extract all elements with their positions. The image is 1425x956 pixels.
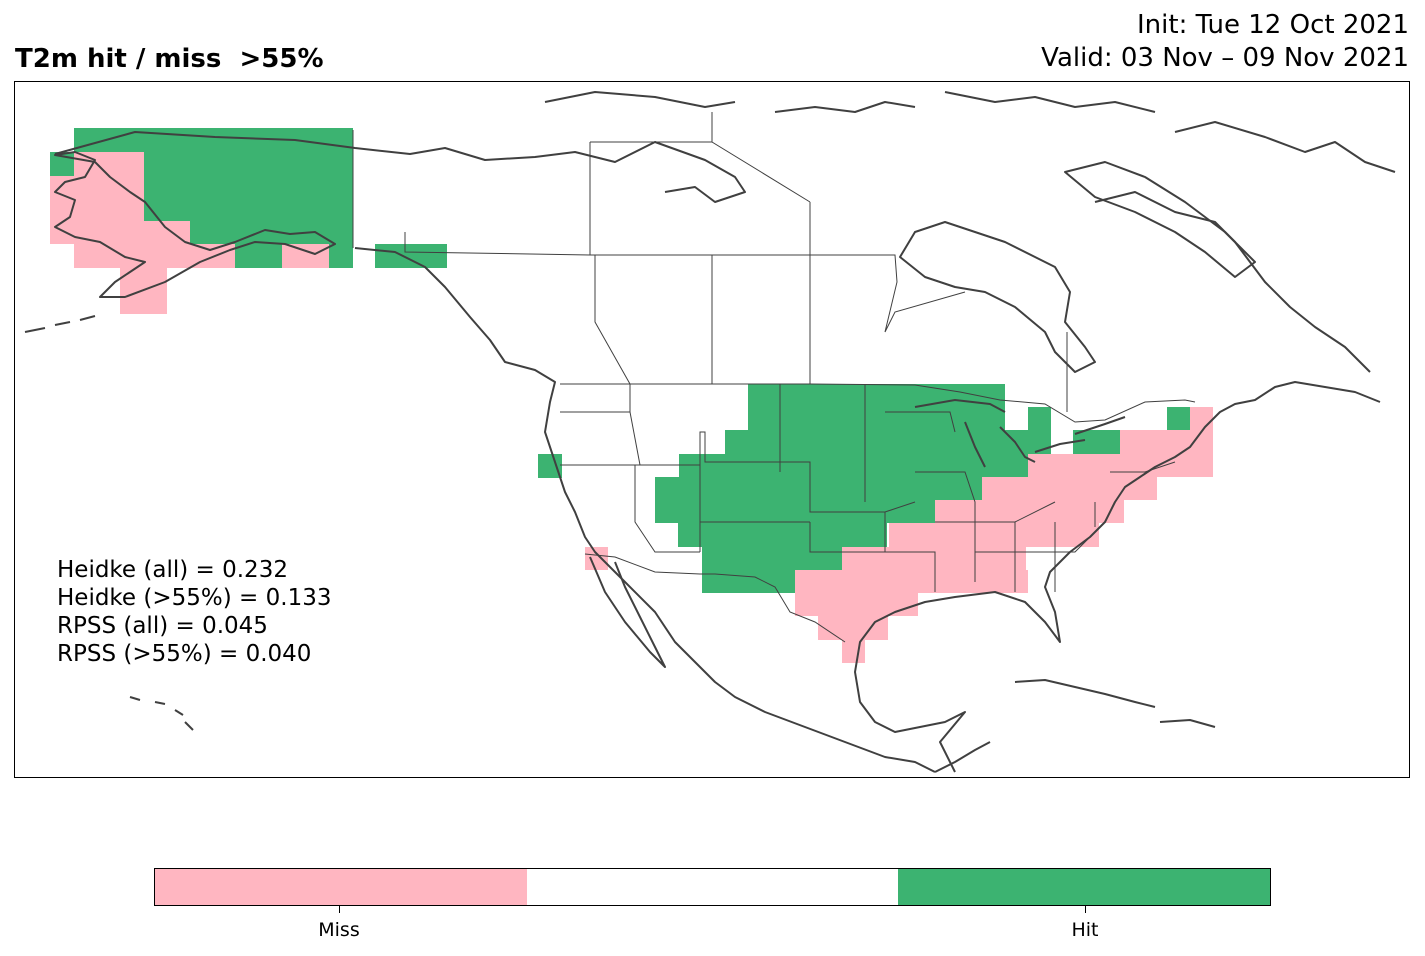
verification-cells <box>50 128 1213 663</box>
map-canvas <box>24 91 1396 773</box>
miss-cell <box>50 221 190 244</box>
hit-cell <box>725 430 748 454</box>
miss-cell <box>935 500 1124 523</box>
hit-cell <box>655 477 982 500</box>
colorbar-label-miss: Miss <box>318 919 360 941</box>
arctic-islands <box>544 91 1396 173</box>
colorbar-miss-segment <box>155 869 527 905</box>
miss-cell <box>120 268 167 292</box>
hispaniola <box>1159 719 1216 728</box>
arctic-coast <box>54 131 746 203</box>
miss-cell <box>795 593 918 616</box>
alaska-coastline <box>54 151 336 298</box>
miss-cell <box>50 176 144 221</box>
miss-cell <box>889 523 1099 547</box>
miss-cell <box>982 477 1157 500</box>
hit-cell <box>235 244 282 268</box>
hit-cell <box>748 384 1005 430</box>
heidke-55: Heidke (>55%) = 0.133 <box>57 585 332 611</box>
colorbar-label-hit: Hit <box>1071 919 1099 941</box>
hit-cell <box>1167 407 1190 430</box>
hit-cell <box>748 430 1028 454</box>
pacific-coast <box>354 247 936 773</box>
map-panel <box>14 81 1410 778</box>
hit-cell <box>678 523 887 547</box>
great-lakes <box>914 399 1126 468</box>
hit-cell <box>375 244 447 268</box>
colorbar-tick-miss <box>339 906 340 913</box>
aleutian-islands <box>24 315 96 333</box>
heidke-all: Heidke (all) = 0.232 <box>57 557 288 583</box>
hit-cell <box>329 244 353 268</box>
us-canada-border <box>560 383 1196 423</box>
colorbar-tick-hit <box>1085 906 1086 913</box>
hit-cell <box>702 570 795 593</box>
map-title: T2m hit / miss >55% <box>15 44 324 74</box>
miss-cell <box>282 244 329 268</box>
hit-cell <box>74 128 353 152</box>
miss-cell <box>818 616 888 640</box>
political-borders <box>352 112 1196 643</box>
hit-cell <box>655 500 935 523</box>
miss-cell <box>74 244 235 268</box>
hit-cell <box>1028 407 1051 454</box>
skill-scores: Heidke (all) = 0.232 Heidke (>55%) = 0.1… <box>57 556 331 668</box>
labrador-coast <box>1094 191 1371 373</box>
baffin-island <box>1064 161 1256 278</box>
rpss-all: RPSS (all) = 0.045 <box>57 613 268 639</box>
colorbar-hit-segment <box>898 869 1271 905</box>
hit-cell <box>702 547 842 570</box>
gulf-coast <box>854 381 1381 773</box>
valid-period: Valid: 03 Nov – 09 Nov 2021 <box>1041 43 1409 73</box>
init-date: Init: Tue 12 Oct 2021 <box>1137 10 1409 40</box>
miss-cell <box>1028 454 1213 477</box>
central-america <box>934 741 991 773</box>
miss-cell <box>585 547 608 570</box>
rpss-55: RPSS (>55%) = 0.040 <box>57 641 312 667</box>
baja-california <box>589 556 666 668</box>
miss-cell <box>842 640 865 663</box>
miss-cell <box>795 570 1028 593</box>
hit-cell <box>144 152 353 222</box>
coastlines <box>24 91 1396 773</box>
hudson-bay <box>899 221 1096 373</box>
hawaii <box>129 696 194 731</box>
canada-provinces <box>404 112 1068 412</box>
hit-cell <box>190 222 353 244</box>
colorbar-neutral-segment <box>526 869 899 905</box>
colorbar <box>154 868 1271 906</box>
miss-cell <box>120 292 167 314</box>
miss-cell <box>842 547 1026 570</box>
us-mexico-border <box>584 553 846 643</box>
hit-cell <box>679 454 1028 477</box>
cuba <box>1014 679 1156 708</box>
hit-cell <box>1073 430 1120 454</box>
us-states <box>560 384 1176 592</box>
